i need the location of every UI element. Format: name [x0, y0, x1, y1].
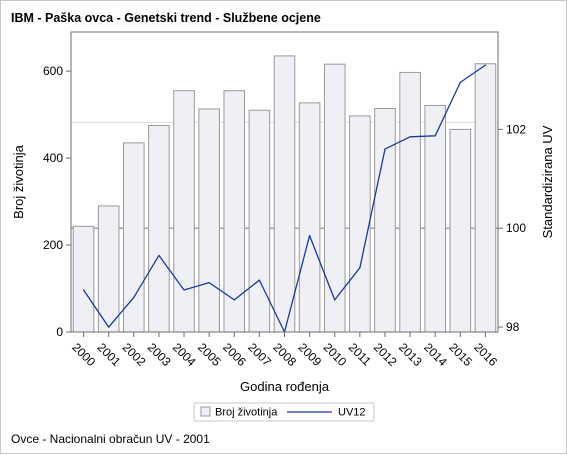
footnote: Ovce - Nacionalni obračun UV - 2001	[11, 432, 210, 446]
uv12-point-2003	[158, 254, 160, 256]
x-tick-label-2010: 2010	[321, 340, 350, 369]
bar-2013	[399, 71, 421, 333]
y-tick-label-200: 200	[43, 238, 63, 252]
x-tick-label-2006: 2006	[220, 340, 249, 369]
bar-2015	[449, 128, 472, 333]
bar-2008	[273, 55, 296, 333]
bar-2010	[323, 63, 346, 333]
bar-2007	[248, 109, 271, 333]
x-tick-label-2016: 2016	[471, 340, 500, 369]
uv12-point-2001	[108, 326, 110, 328]
x-axis-label: Godina rođenja	[240, 379, 330, 394]
bar-2014	[424, 104, 447, 333]
y-axis-label: Broj životinja	[11, 144, 26, 218]
bar-2004	[173, 90, 195, 333]
uv12-point-2011	[359, 267, 361, 269]
legend: Broj životinja UV12	[193, 402, 375, 422]
x-tick-label-2013: 2013	[396, 340, 425, 369]
uv12-point-2000	[82, 289, 85, 291]
bar-2009	[298, 102, 321, 333]
legend-bar-swatch	[200, 406, 211, 417]
y2-tick-label-102: 102	[506, 122, 526, 136]
x-tick-label-2001: 2001	[95, 340, 124, 369]
uv12-point-2007	[258, 279, 260, 281]
y-tick-label-400: 400	[43, 151, 63, 165]
y2-axis-label: Standardizirana UV	[540, 125, 555, 238]
y2-tick-label-100: 100	[506, 221, 526, 235]
uv12-point-2015	[459, 81, 461, 84]
x-tick-label-2002: 2002	[120, 340, 149, 369]
legend-box	[193, 402, 375, 422]
legend-label-line: UV12	[338, 407, 366, 419]
bar-2002	[122, 142, 145, 333]
bar-2005	[198, 108, 220, 333]
uv12-point-2014	[434, 135, 436, 137]
y-tick-label-600: 600	[43, 64, 63, 78]
uv12-point-2016	[484, 64, 487, 66]
uv12-point-2012	[384, 148, 386, 150]
bar-2011	[349, 115, 371, 333]
legend-label-bars: Broj životinja	[215, 407, 278, 419]
uv12-point-2002	[133, 296, 135, 299]
x-tick-label-2012: 2012	[371, 340, 400, 369]
x-tick-label-2005: 2005	[195, 340, 224, 369]
bar-2000	[72, 225, 95, 333]
bar-2012	[374, 108, 396, 333]
x-tick-label-2007: 2007	[245, 340, 274, 369]
bar-2016	[474, 63, 497, 333]
x-tick-label-2004: 2004	[170, 340, 199, 369]
bar-2003	[148, 124, 170, 333]
uv12-point-2004	[183, 289, 185, 291]
uv12-point-2010	[334, 299, 336, 301]
bar-2006	[223, 90, 246, 333]
uv12-point-2009	[309, 235, 311, 237]
x-tick-label-2008: 2008	[270, 340, 299, 369]
x-tick-label-2009: 2009	[295, 340, 324, 369]
y2-tick-label-98: 98	[506, 320, 520, 334]
y-tick-label-0: 0	[56, 325, 63, 339]
uv12-point-2006	[233, 299, 235, 301]
x-tick-label-2000: 2000	[69, 340, 98, 369]
x-tick-label-2011: 2011	[346, 340, 374, 368]
uv12-point-2013	[409, 136, 411, 138]
x-tick-label-2015: 2015	[446, 340, 475, 369]
x-tick-label-2014: 2014	[421, 340, 450, 369]
chart-title: IBM - Paška ovca - Genetski trend - Služ…	[11, 11, 321, 25]
uv12-point-2005	[208, 281, 210, 284]
x-tick-label-2003: 2003	[145, 340, 174, 369]
bar-2001	[97, 205, 120, 333]
